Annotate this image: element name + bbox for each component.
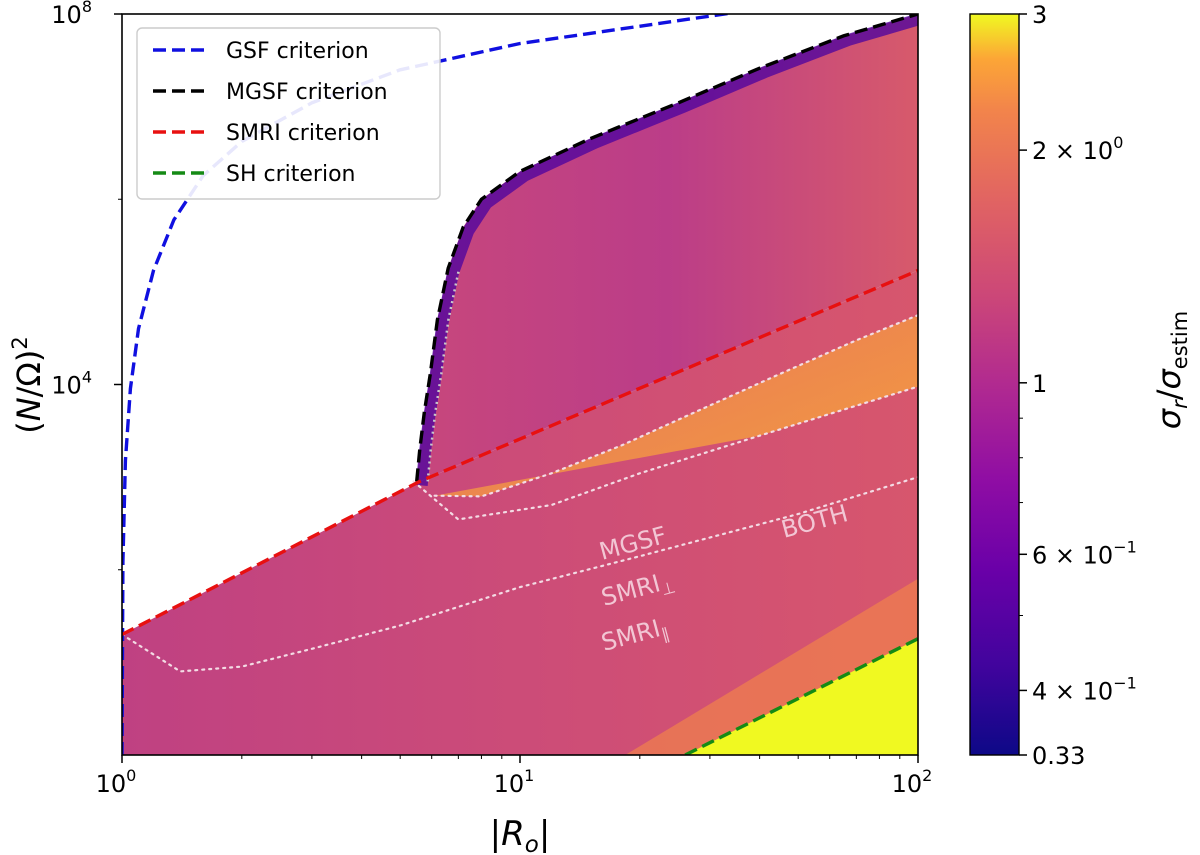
colorbar-tick-label: 1: [1032, 370, 1047, 398]
heatmap-edge-band: [415, 14, 918, 486]
y-axis-ticks: 104 108: [51, 0, 122, 571]
heatmap-unstable-region: [416, 14, 918, 482]
legend-box: [136, 27, 441, 200]
colorbar-tick-label: 3: [1032, 1, 1047, 29]
colorbar-frame: [969, 13, 1020, 756]
legend-label: SH criterion: [226, 162, 355, 187]
curve-sh-criterion: [684, 637, 918, 755]
curve-mgsf-criterion: [415, 14, 918, 482]
legend: GSF criterion MGSF criterion SMRI criterio…: [136, 27, 441, 200]
colorbar-ticks: 3 2 × 100 1 6 × 10−1 4 × 10−1 0.33: [1019, 1, 1137, 770]
legend-label: GSF criterion: [226, 39, 369, 64]
colorbar-label: σr/σestim: [1150, 311, 1192, 429]
heatmap-sh-glow: [625, 578, 918, 755]
y-tick-label: 104: [51, 368, 92, 400]
heatmap-regions: [122, 14, 918, 755]
x-axis-ticks: 100 101 102: [96, 755, 933, 798]
x-tick-label: 102: [892, 766, 933, 798]
colorbar: 3 2 × 100 1 6 × 10−1 4 × 10−1 0.33 σr/σestim: [969, 1, 1192, 770]
legend-entries: GSF criterion MGSF criterion SMRI criterio…: [153, 39, 388, 187]
legend-label: MGSF criterion: [226, 80, 388, 105]
plot-area: [122, 14, 918, 755]
boundary-SMRI_⊥: [412, 385, 918, 521]
y-tick-label: 108: [51, 0, 92, 29]
x-tick-label: 100: [96, 766, 137, 798]
boundary-MGSF: [433, 314, 918, 498]
heatmap-both-band: [434, 315, 918, 497]
curve-smri-criterion: [122, 268, 918, 637]
colorbar-tick-label: 2 × 100: [1032, 133, 1123, 165]
colorbar-tick-label: 4 × 10−1: [1032, 673, 1137, 705]
colorbar-tick-label: 6 × 10−1: [1032, 537, 1137, 569]
y-axis-label: (N/Ω)2: [8, 336, 48, 434]
legend-label: SMRI criterion: [226, 121, 380, 146]
stability-boundaries: [122, 267, 918, 673]
boundary-SMRI_∥: [122, 476, 918, 673]
heatmap-lower-band: [122, 270, 918, 755]
colorbar-fill: [970, 14, 1019, 755]
colorbar-tick-label: 0.33: [1032, 742, 1085, 770]
x-tick-label: 101: [494, 766, 535, 798]
x-axis-label: |Ro|: [490, 814, 551, 855]
